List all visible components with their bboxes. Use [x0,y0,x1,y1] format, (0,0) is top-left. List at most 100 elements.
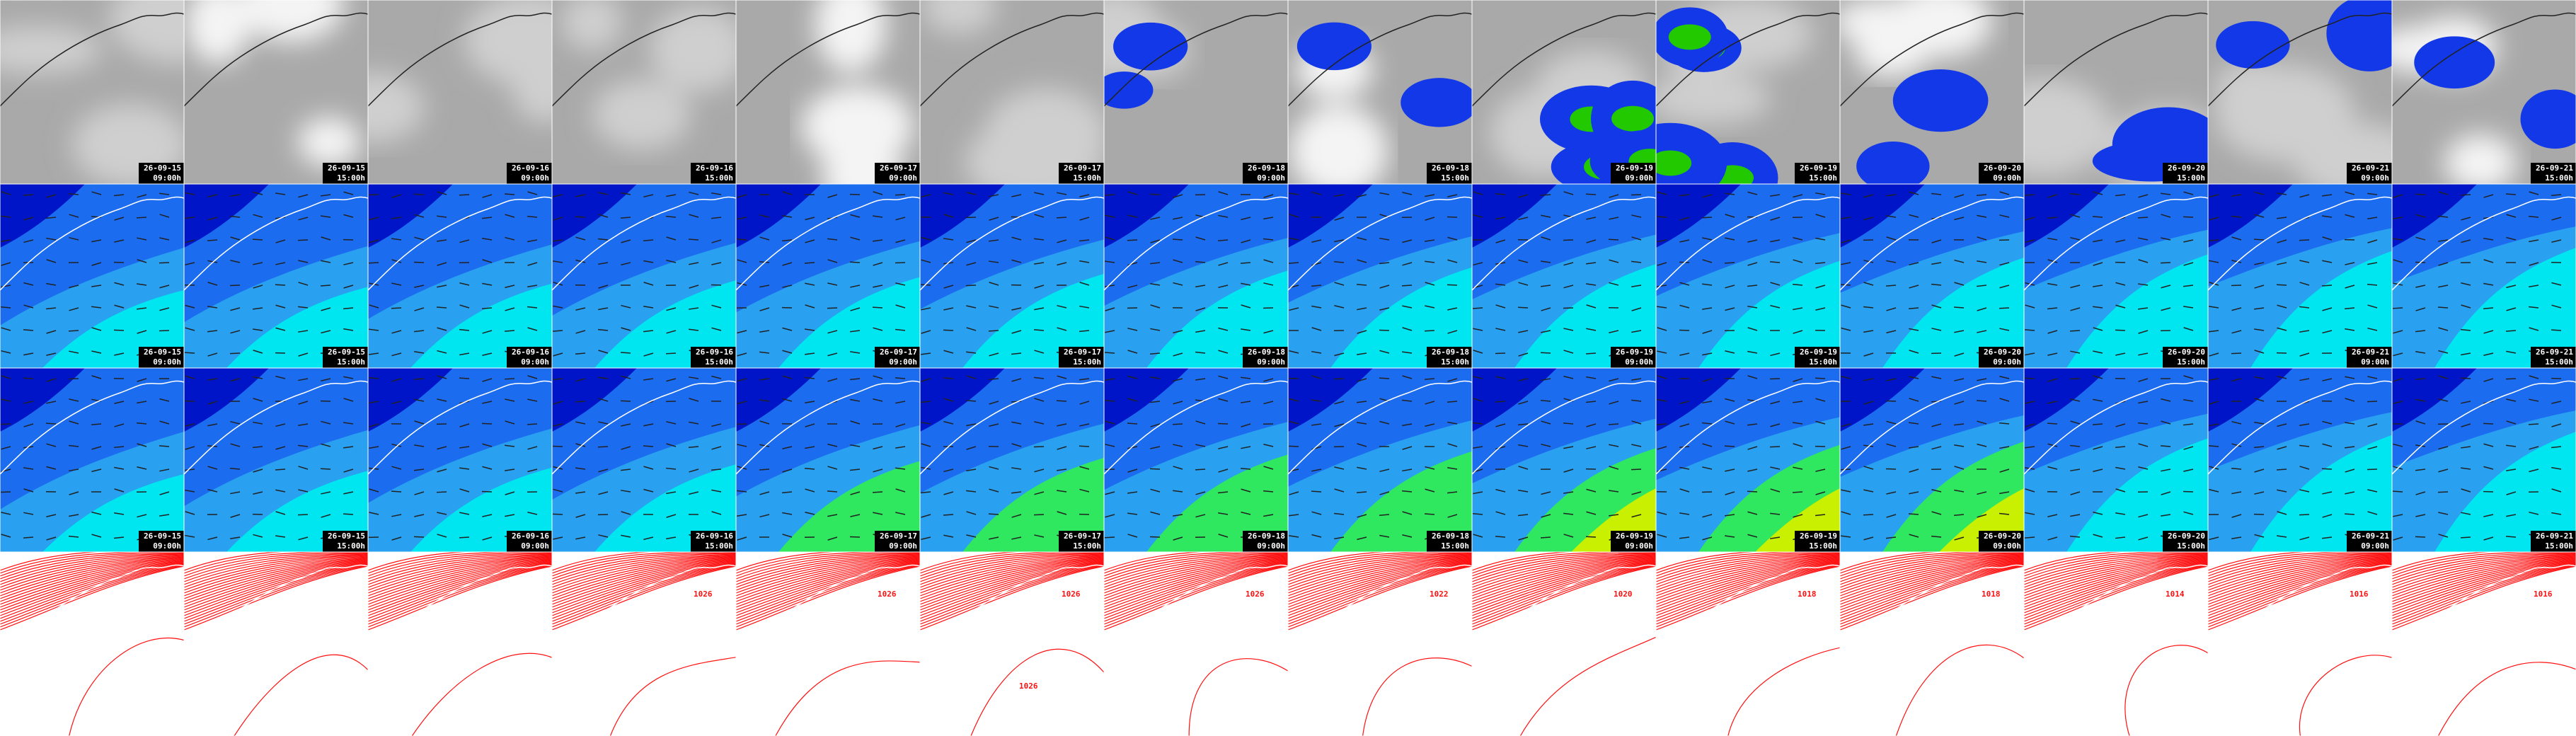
isobar [368,556,552,591]
wind-arrow [1149,352,1161,355]
wind-arrow [2183,490,2194,493]
isobar [184,554,368,585]
wind-arrow [459,304,470,309]
coastline [1840,380,2024,475]
wind-arrow [185,375,195,379]
isobar [1472,565,1656,628]
wind-zone-low [2208,368,2293,432]
wind-arrow [2299,306,2310,309]
wind-arrow [1402,423,1413,427]
wind-arrow [1702,443,1713,447]
isobar [1656,565,1840,628]
wind-arrow [1379,262,1390,265]
wind-arrow [1379,377,1390,379]
wind-zone-high [1146,270,1288,368]
wind-zone-high [1698,260,1840,368]
date-label: 26-09-21 [2536,347,2573,357]
wind-arrow [553,260,563,263]
wind-arrow [1173,401,1183,405]
wind-arrow [759,514,770,518]
wind-arrow [1586,304,1597,309]
wind-arrow [437,375,447,379]
wind-arrow [1172,423,1183,425]
wind-arrow [2254,350,2265,354]
wind-arrow [1357,259,1367,263]
isobar [2208,563,2392,622]
wind-arrow [2047,514,2058,518]
wind-arrow [69,284,79,289]
wind-arrow [759,214,770,218]
wind-arrow [2183,511,2194,515]
wind-arrow [1999,328,2010,331]
wind-arrow [2299,536,2310,541]
isobar [1656,553,1840,580]
time-label-box [1979,163,2024,184]
wind-arrow [207,536,218,541]
wind-arrow [527,398,538,402]
wind-arrow [1702,237,1713,241]
wind-arrow [621,534,631,538]
wind-arrow [1631,399,1642,402]
wind-arrow [1657,262,1667,266]
wind-arrow [343,468,354,473]
isobar [552,553,736,580]
wind-arrow [2138,514,2149,518]
wind-arrow [1034,468,1045,473]
wind-arrow [873,446,883,450]
wind-arrow [1,215,11,218]
wind-arrow [1401,284,1413,287]
time-label-box [691,531,736,552]
wind-arrow [2438,239,2449,242]
wind-arrow [2093,239,2103,243]
wind-arrow [2483,237,2494,241]
precip-heavy [1611,105,1655,132]
time-label-box [2347,531,2392,552]
wind-arrow [207,282,218,286]
wind-arrow [2393,352,2403,357]
wind-arrow [2183,306,2194,309]
wind-arrow [1127,284,1138,289]
isobar [184,565,368,628]
wind-arrow [1977,420,1987,425]
time-label-box [875,163,920,184]
tile-content [1840,552,2024,736]
wind-arrow [1218,398,1229,402]
wind-arrow [184,217,195,219]
wind-arrow [711,375,722,379]
wind-arrow [1563,191,1574,195]
wind-arrow [1357,536,1367,541]
wind-arrow [2025,239,2035,243]
time-label-box [2163,347,2208,368]
isobar [1472,557,1656,597]
wind-arrow [2209,330,2219,333]
isobar [2024,560,2208,608]
wind-arrow [2299,330,2310,333]
wind-arrow [643,378,654,381]
wind-arrow [1657,446,1667,450]
isobar [1104,560,1288,608]
wind-arrow [921,330,931,334]
wind-arrow [69,420,79,425]
wind-arrow [2070,236,2081,241]
wind-arrow [989,194,999,197]
coastline [184,380,368,475]
wind-arrow [1863,536,1874,541]
isobar [1472,553,1656,582]
wind-arrow [989,488,999,493]
wind-arrow [2299,239,2310,241]
wind-arrow [2506,444,2517,447]
wind-arrow [598,284,609,289]
wind-arrow [2024,377,2035,379]
wind-arrow [966,262,977,266]
wind-arrow [369,239,379,243]
time-label: 09:00h [153,173,181,183]
wind-arrow [298,282,309,286]
wind-arrow [1218,375,1229,379]
wind-arrow [2115,239,2126,243]
isobar [2208,558,2392,602]
wind-arrow [1218,468,1229,473]
map-tile: 1018 [1839,551,2025,736]
wind-arrow [114,488,125,493]
wind-arrow [1105,444,1115,447]
